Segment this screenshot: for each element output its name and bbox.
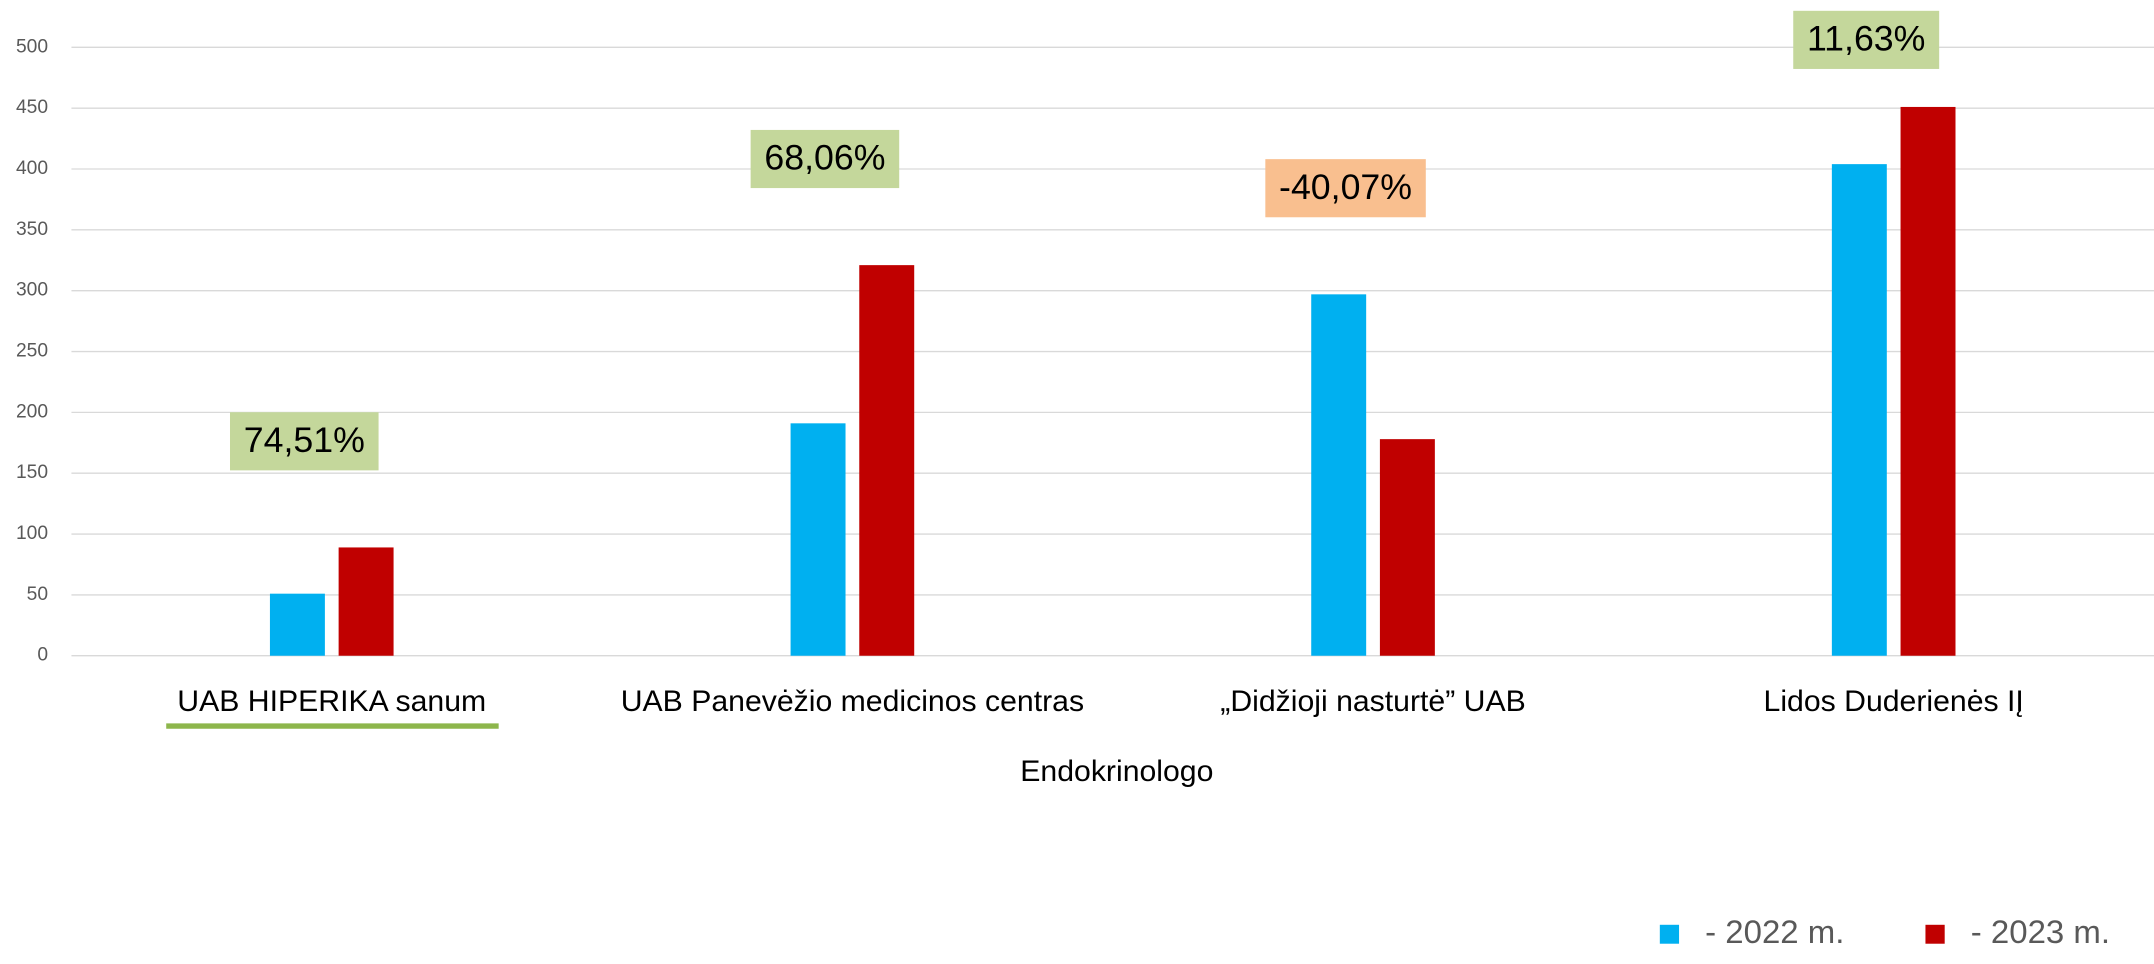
bar <box>790 423 846 656</box>
x-axis-title: Endokrinologo <box>1020 755 1213 788</box>
x-tick-label: UAB HIPERIKA sanum <box>177 685 486 718</box>
annotation-box <box>229 412 379 471</box>
x-tick-label: „Didžioji nasturtė” UAB <box>1220 685 1526 718</box>
bar <box>269 593 325 656</box>
bar <box>859 265 915 656</box>
x-tick-label: Lidos Duderienės IĮ <box>1764 685 2024 718</box>
legend-swatch <box>1925 924 1945 944</box>
bar <box>1379 439 1435 656</box>
annotation-text: 68,06% <box>764 138 885 178</box>
y-tick-label: 350 <box>16 219 48 240</box>
y-tick-label: 300 <box>16 280 48 301</box>
legend-label: - 2022 m. <box>1705 913 1844 950</box>
bar <box>338 547 394 656</box>
y-tick-label: 200 <box>16 402 48 423</box>
y-tick-label: 50 <box>27 584 48 605</box>
y-tick-label: 100 <box>16 523 48 544</box>
bar <box>1831 164 1887 656</box>
annotation-box <box>750 129 900 189</box>
y-tick-label: 150 <box>16 462 48 483</box>
y-tick-label: 500 <box>16 36 48 57</box>
legend-swatch <box>1659 924 1680 944</box>
y-tick-label: 250 <box>16 341 48 362</box>
bar <box>1900 106 1956 656</box>
annotation-text: 11,63% <box>1807 19 1925 59</box>
annotation-box <box>1793 10 1940 69</box>
legend-label: - 2023 m. <box>1971 913 2110 950</box>
y-tick-label: 0 <box>37 645 48 666</box>
annotation-text: -40,07% <box>1279 167 1412 207</box>
y-tick-label: 450 <box>16 97 48 118</box>
bar <box>1311 294 1367 656</box>
y-tick-label: 400 <box>16 158 48 179</box>
x-tick-label: UAB Panevėžio medicinos centras <box>621 685 1084 718</box>
annotation-text: 74,51% <box>244 420 365 460</box>
annotation-box <box>1265 159 1426 218</box>
